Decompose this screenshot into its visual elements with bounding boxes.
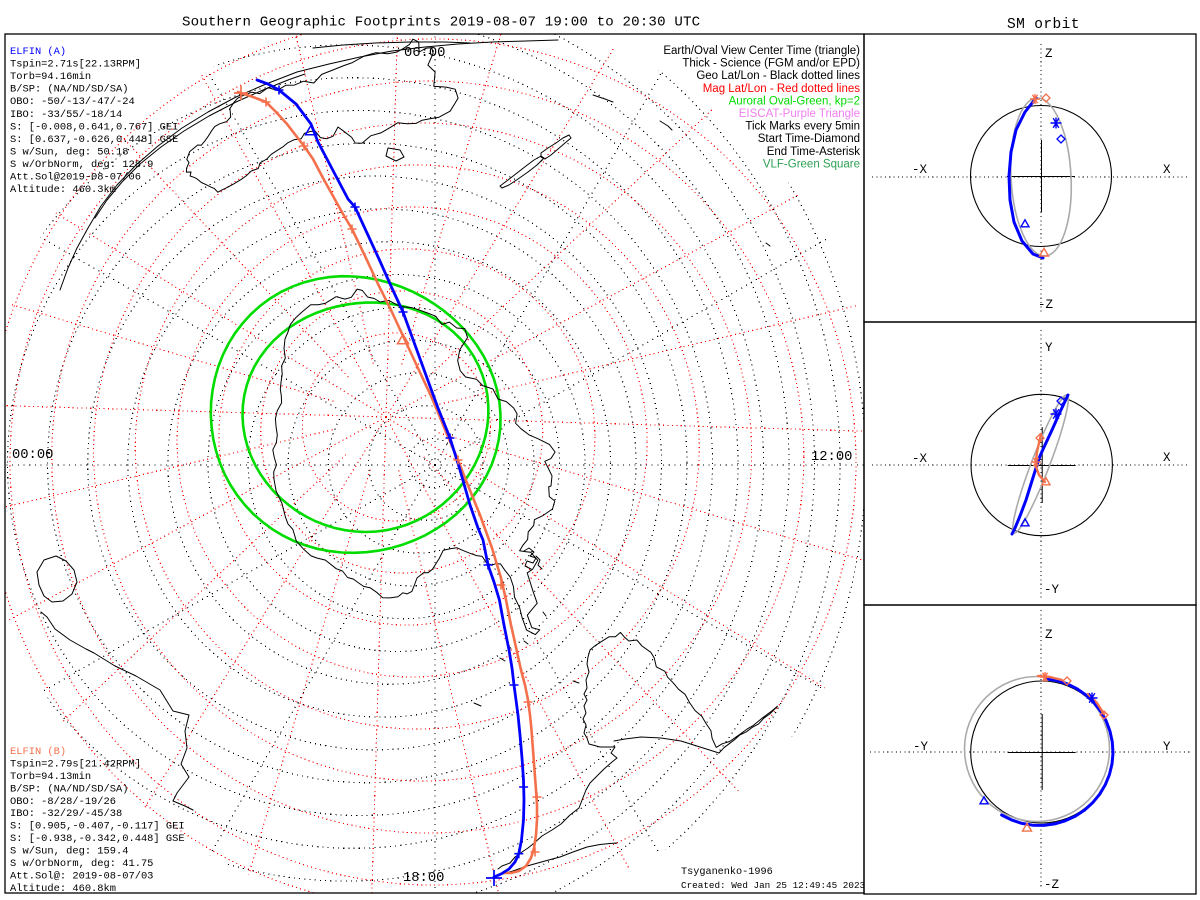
- svg-text:Torb=94.16min: Torb=94.16min: [10, 71, 91, 83]
- svg-text:S w/OrbNorm, deg: 128.9: S w/OrbNorm, deg: 128.9: [10, 159, 153, 171]
- svg-text:IBO: -33/55/-18/14: IBO: -33/55/-18/14: [10, 109, 122, 121]
- svg-text:EISCAT-Purple Triangle: EISCAT-Purple Triangle: [739, 108, 860, 120]
- svg-text:Att.Sol@: 2019-08-07/03: Att.Sol@: 2019-08-07/03: [10, 871, 153, 883]
- svg-text:X: X: [1163, 451, 1171, 465]
- svg-text:S w/OrbNorm, deg: 41.75: S w/OrbNorm, deg: 41.75: [10, 858, 153, 870]
- svg-text:Att.Sol@2019-08-07/06: Att.Sol@2019-08-07/06: [10, 172, 141, 184]
- svg-text:Created: Wed Jan 25 12:49:45 2: Created: Wed Jan 25 12:49:45 2023: [681, 880, 865, 891]
- svg-text:-X: -X: [912, 452, 928, 466]
- svg-text:IBO: -32/29/-45/38: IBO: -32/29/-45/38: [10, 808, 122, 820]
- svg-text:VLF-Green Square: VLF-Green Square: [763, 158, 860, 170]
- svg-text:Tspin=2.71s[22.13RPM]: Tspin=2.71s[22.13RPM]: [10, 59, 141, 71]
- svg-text:Tsyganenko-1996: Tsyganenko-1996: [681, 866, 773, 878]
- svg-text:-X: -X: [912, 163, 928, 177]
- svg-text:Tick Marks every 5min: Tick Marks every 5min: [745, 121, 860, 133]
- svg-text:OBO: -8/28/-19/26: OBO: -8/28/-19/26: [10, 796, 116, 808]
- svg-text:Mag Lat/Lon - Red dotted lines: Mag Lat/Lon - Red dotted lines: [703, 83, 861, 95]
- svg-text:SM orbit: SM orbit: [1007, 17, 1080, 33]
- svg-text:Y: Y: [1045, 341, 1053, 355]
- svg-text:Earth/Oval View Center Time (t: Earth/Oval View Center Time (triangle): [663, 45, 860, 57]
- svg-text:Altitude: 460.3km: Altitude: 460.3km: [10, 184, 116, 196]
- svg-text:ELFIN (A): ELFIN (A): [10, 46, 66, 58]
- svg-text:Z: Z: [1045, 47, 1053, 61]
- svg-text:-Y: -Y: [913, 740, 929, 754]
- svg-text:-Y: -Y: [1044, 583, 1060, 597]
- svg-text:S: [-0.938,-0.342,0.448] GSE: S: [-0.938,-0.342,0.448] GSE: [10, 833, 185, 845]
- svg-text:00:00: 00:00: [12, 448, 53, 463]
- svg-text:Start Time-Diamond: Start Time-Diamond: [758, 133, 860, 145]
- svg-text:B/SP: (NA/ND/SD/SA): B/SP: (NA/ND/SD/SA): [10, 783, 128, 795]
- svg-text:X: X: [1163, 163, 1171, 177]
- svg-text:Auroral Oval-Green, kp=2: Auroral Oval-Green, kp=2: [729, 95, 860, 107]
- svg-text:Southern Geographic Footprints: Southern Geographic Footprints 2019-08-0…: [182, 15, 700, 31]
- svg-text:End Time-Asterisk: End Time-Asterisk: [767, 146, 861, 158]
- svg-text:OBO: -50/-13/-47/-24: OBO: -50/-13/-47/-24: [10, 96, 135, 108]
- svg-text:Tspin=2.79s[21.42RPM]: Tspin=2.79s[21.42RPM]: [10, 759, 141, 771]
- svg-text:Z: Z: [1045, 628, 1053, 642]
- svg-text:-Z: -Z: [1044, 878, 1060, 892]
- svg-text:B/SP: (NA/ND/SD/SA): B/SP: (NA/ND/SD/SA): [10, 84, 128, 96]
- svg-text:Geo Lat/Lon - Black dotted lin: Geo Lat/Lon - Black dotted lines: [696, 70, 860, 82]
- svg-text:S w/Sun, deg: 50.18: S w/Sun, deg: 50.18: [10, 146, 128, 158]
- svg-text:S: [0.905,-0.407,-0.117] GEI: S: [0.905,-0.407,-0.117] GEI: [10, 821, 185, 833]
- svg-text:-Z: -Z: [1038, 298, 1054, 312]
- svg-text:ELFIN (B): ELFIN (B): [10, 746, 66, 758]
- svg-text:18:00: 18:00: [403, 871, 444, 886]
- svg-text:S w/Sun, deg: 159.4: S w/Sun, deg: 159.4: [10, 846, 128, 858]
- svg-text:Torb=94.13min: Torb=94.13min: [10, 771, 91, 783]
- svg-text:Altitude: 460.8km: Altitude: 460.8km: [10, 883, 116, 895]
- svg-text:S: [-0.008,0.641,0.767] GEI: S: [-0.008,0.641,0.767] GEI: [10, 121, 178, 133]
- svg-text:12:00: 12:00: [811, 450, 852, 465]
- svg-text:06:00: 06:00: [404, 46, 445, 61]
- svg-text:Thick - Science (FGM and/or EP: Thick - Science (FGM and/or EPD): [682, 58, 860, 70]
- svg-text:Y: Y: [1163, 740, 1171, 754]
- svg-text:S: [0.637,-0.626,0.448] GSE: S: [0.637,-0.626,0.448] GSE: [10, 134, 178, 146]
